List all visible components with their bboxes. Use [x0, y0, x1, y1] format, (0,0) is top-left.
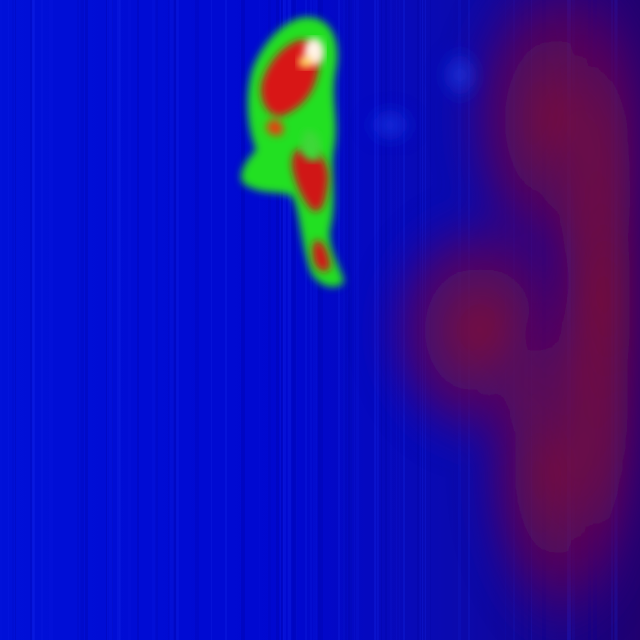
sensor-streak	[305, 0, 307, 640]
sensor-streak	[316, 0, 317, 640]
sensor-streak	[173, 0, 177, 640]
sensor-streak	[32, 0, 34, 640]
sensor-streak	[109, 0, 113, 640]
sensor-streak	[321, 0, 323, 640]
sensor-streak	[310, 0, 312, 640]
sensor-streak	[112, 0, 113, 640]
sensor-streak	[12, 0, 14, 640]
background-glow	[362, 43, 482, 145]
sensor-streak	[137, 0, 139, 640]
sensor-streak	[41, 0, 43, 640]
sensor-streak	[85, 0, 88, 640]
sensor-streak	[313, 0, 316, 640]
sensor-streak	[176, 0, 179, 640]
sensor-streak	[195, 0, 199, 640]
sensor-streak	[211, 0, 212, 640]
sensor-streak	[291, 0, 294, 640]
sensor-streak	[350, 0, 352, 640]
sensor-streak	[283, 0, 286, 640]
sensor-streak	[155, 0, 158, 640]
sensor-streak	[119, 0, 121, 640]
sensor-streak	[152, 0, 156, 640]
sensor-streak	[296, 0, 297, 640]
sensor-streak	[348, 0, 352, 640]
sensor-streak	[8, 0, 9, 640]
sensor-streak	[170, 0, 174, 640]
warm-wall-region	[370, 0, 640, 640]
sensor-streak	[318, 0, 321, 640]
sensor-streak	[356, 0, 359, 640]
sensor-streak	[77, 0, 79, 640]
sensor-streak	[168, 0, 169, 640]
sensor-streak	[87, 0, 88, 640]
sensor-streak	[117, 0, 120, 640]
sensor-streak	[338, 0, 340, 640]
sensor-streak	[49, 0, 53, 640]
sensor-streak	[176, 0, 178, 640]
sensor-streak	[354, 0, 355, 640]
sensor-streak	[268, 0, 271, 640]
sensor-streak	[343, 0, 347, 640]
sensor-streak	[0, 0, 2, 640]
sensor-streak	[30, 0, 32, 640]
sensor-streak	[280, 0, 284, 640]
sensor-streak	[241, 0, 245, 640]
sensor-streak	[281, 0, 283, 640]
sensor-streak	[33, 0, 35, 640]
sensor-streak	[80, 0, 84, 640]
sensor-streak	[259, 0, 260, 640]
sensor-streak	[128, 0, 131, 640]
sensor-streak	[225, 0, 227, 640]
sensor-streak	[293, 0, 297, 640]
sensor-streak	[343, 0, 345, 640]
sensor-streak	[276, 0, 279, 640]
sensor-streak	[15, 0, 16, 640]
sensor-streak	[287, 0, 291, 640]
person-heat-signature	[241, 17, 344, 287]
sensor-streak	[106, 0, 107, 640]
sensor-streak	[281, 0, 282, 640]
sensor-streak	[292, 0, 296, 640]
sensor-streak	[107, 0, 108, 640]
sensor-streak	[81, 0, 84, 640]
sensor-streak	[288, 0, 291, 640]
